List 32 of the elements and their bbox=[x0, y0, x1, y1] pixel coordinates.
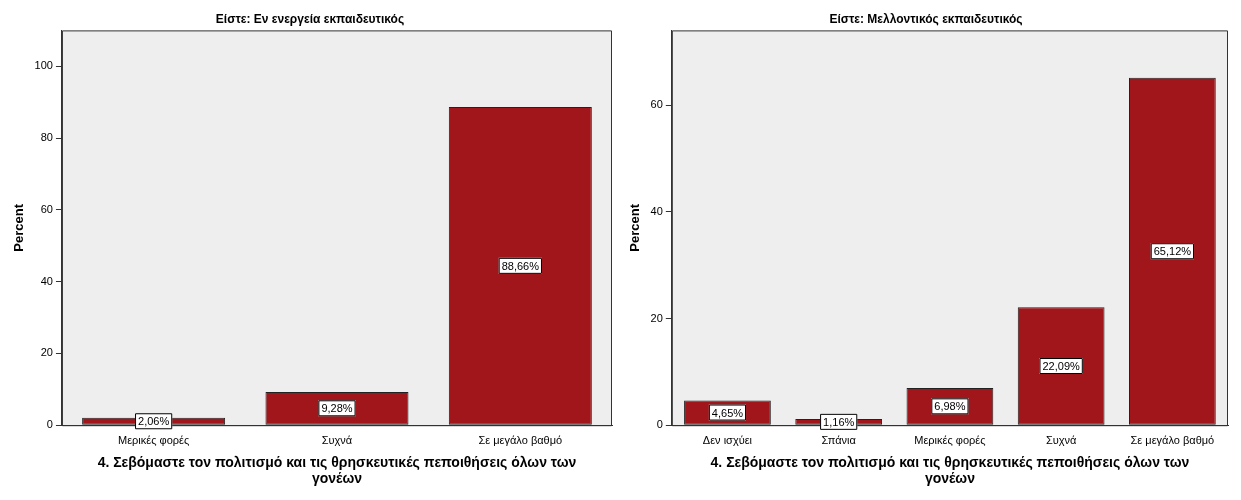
x-tick-label: Σε μεγάλο βαθμό bbox=[478, 433, 563, 446]
y-tick-label: 60 bbox=[40, 202, 53, 215]
y-tick-label: 20 bbox=[40, 346, 53, 359]
x-tick-label: Σε μεγάλο βαθμό bbox=[1130, 433, 1215, 446]
x-tick-label: Συχνά bbox=[1045, 433, 1078, 446]
y-tick-label: 0 bbox=[656, 418, 663, 431]
y-tick-label: 80 bbox=[40, 131, 53, 144]
y-axis-title: Percent bbox=[627, 203, 643, 252]
data-label: 1,16% bbox=[823, 415, 855, 428]
data-label: 88,66% bbox=[501, 259, 540, 272]
x-tick-label: Σπάνια bbox=[821, 433, 857, 446]
x-tick-label: Δεν ισχύει bbox=[702, 433, 753, 446]
data-label: 4,65% bbox=[711, 406, 744, 419]
data-label: 2,06% bbox=[138, 415, 170, 428]
x-tick-label: Μερικές φορές bbox=[118, 433, 190, 446]
data-label: 65,12% bbox=[1153, 245, 1192, 258]
y-tick-label: 100 bbox=[34, 59, 53, 72]
y-axis-title: Percent bbox=[11, 203, 27, 252]
x-axis-title: 4. Σεβόμαστε τον πολιτισμό και τις θρησκευτικές πεποιθήσεις όλων των γονέων bbox=[710, 453, 1190, 487]
x-axis-title: 4. Σεβόμαστε τον πολιτισμό και τις θρησκευτικές πεποιθήσεις όλων των γονέων bbox=[97, 453, 577, 487]
y-tick-label: 40 bbox=[650, 204, 663, 217]
y-tick-label: 60 bbox=[650, 98, 663, 111]
y-tick-label: 20 bbox=[650, 311, 663, 324]
data-label: 22,09% bbox=[1042, 360, 1081, 373]
data-label: 6,98% bbox=[934, 400, 966, 413]
y-tick-label: 40 bbox=[40, 274, 53, 287]
x-tick-label: Μερικές φορές bbox=[914, 433, 986, 446]
data-label: 9,28% bbox=[321, 402, 353, 415]
y-tick-label: 0 bbox=[46, 418, 53, 431]
x-tick-label: Συχνά bbox=[321, 433, 353, 446]
chart-title: Είστε: Εν ενεργεία εκπαιδευτικός bbox=[215, 11, 405, 26]
chart-title: Είστε: Μελλοντικός εκπαιδευτικός bbox=[829, 11, 1023, 26]
